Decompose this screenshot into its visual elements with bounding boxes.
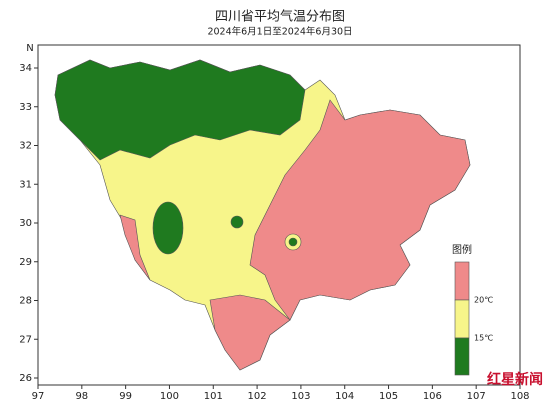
lon-tick-label: 97 [32, 391, 45, 402]
legend-label: 20℃ [474, 296, 493, 305]
lat-tick-label: 31 [19, 179, 32, 190]
lat-tick-label: 33 [19, 102, 32, 113]
lon-tick-label: 102 [248, 391, 267, 402]
map-frame [37, 44, 521, 386]
lat-tick-label: 29 [19, 257, 32, 268]
region-above-20 [209, 294, 291, 371]
map-subtitle: 2024年6月1日至2024年6月30日 [207, 26, 352, 38]
lon-tick-label: 107 [467, 391, 486, 402]
legend: 图例 20℃ 15℃ [452, 243, 493, 376]
lon-tick-label: 103 [291, 391, 310, 402]
legend-swatch [454, 337, 470, 376]
lon-tick-label: 106 [423, 391, 442, 402]
lat-tick-label: 27 [19, 334, 32, 345]
region-below-15 [152, 201, 184, 255]
lon-tick-label: 99 [119, 391, 132, 402]
legend-swatch [454, 261, 470, 301]
lat-tick-label: 32 [19, 141, 32, 152]
region-below-15 [288, 237, 298, 247]
lon-tick-label: 105 [379, 391, 398, 402]
watermark: 红星新闻 [487, 371, 543, 388]
region-above-20 [119, 214, 151, 281]
region-below-15 [230, 215, 244, 229]
lat-tick-label: 30 [19, 218, 32, 229]
lon-tick-label: 108 [510, 391, 529, 402]
lat-tick-label: 34 [19, 63, 32, 74]
lon-tick-label: 100 [160, 391, 179, 402]
legend-swatch [454, 299, 470, 339]
legend-label: 15℃ [474, 334, 493, 343]
lon-tick-label: 104 [335, 391, 354, 402]
map-title: 四川省平均气温分布图 [215, 9, 345, 25]
lat-tick-label: 28 [19, 296, 32, 307]
lat-tick-label: 26 [19, 373, 32, 384]
lon-tick-label: 98 [75, 391, 88, 402]
north-label: N [26, 43, 33, 54]
region-below-15 [54, 59, 306, 161]
temperature-regions [54, 59, 471, 371]
lon-tick-label: 101 [204, 391, 223, 402]
legend-title: 图例 [452, 243, 472, 256]
region-above-20 [249, 99, 471, 321]
